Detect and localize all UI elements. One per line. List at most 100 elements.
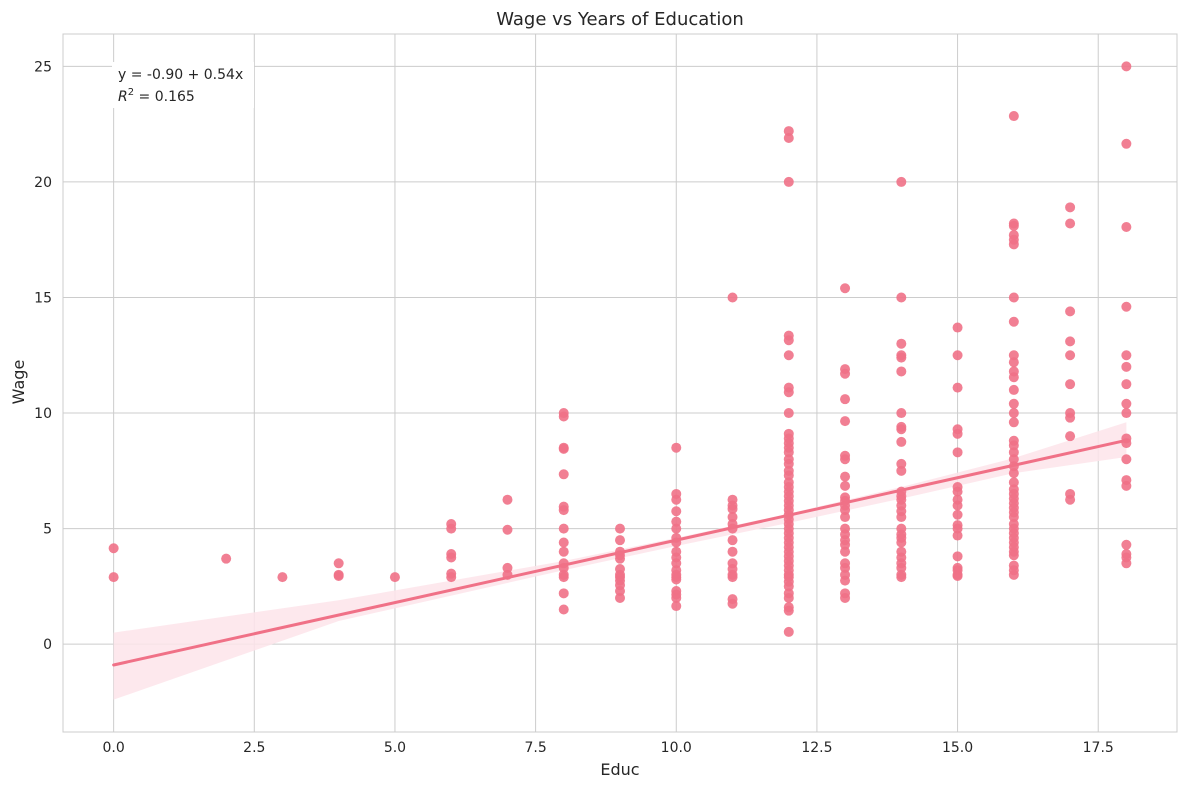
- data-point: [1008, 440, 1019, 451]
- data-point: [1008, 220, 1019, 231]
- data-point: [1008, 417, 1019, 428]
- data-point: [446, 523, 457, 534]
- data-point: [840, 592, 851, 603]
- data-point: [1121, 379, 1132, 390]
- data-point: [896, 537, 907, 548]
- data-point: [277, 572, 288, 583]
- y-axis-title: Wage: [9, 360, 28, 405]
- data-point: [1065, 218, 1076, 229]
- data-points-layer: [108, 61, 1132, 637]
- data-point: [783, 335, 794, 346]
- x-tick-label: 0.0: [103, 740, 125, 756]
- data-point: [840, 505, 851, 516]
- data-point: [446, 552, 457, 563]
- data-point: [1065, 431, 1076, 442]
- data-point: [1121, 558, 1132, 569]
- data-point: [1121, 350, 1132, 361]
- data-point: [896, 512, 907, 523]
- data-point: [783, 458, 794, 469]
- data-point: [783, 133, 794, 144]
- data-point: [1065, 350, 1076, 361]
- regression-line-layer: [112, 438, 1128, 667]
- data-point: [896, 424, 907, 435]
- data-point: [558, 469, 569, 480]
- data-point: [840, 283, 851, 294]
- data-point: [783, 470, 794, 481]
- data-point: [1008, 569, 1019, 580]
- data-point: [727, 572, 738, 583]
- data-point: [558, 505, 569, 516]
- data-point: [502, 494, 513, 505]
- regression-annotation: y = -0.90 + 0.54x R2 = 0.165: [112, 62, 254, 108]
- data-point: [783, 592, 794, 603]
- data-point: [952, 551, 963, 562]
- data-point: [1065, 306, 1076, 317]
- y-tick-label: 25: [34, 59, 52, 75]
- data-point: [896, 292, 907, 303]
- data-point: [615, 586, 625, 597]
- data-point: [1008, 111, 1019, 122]
- data-point: [783, 581, 794, 592]
- data-point: [952, 382, 963, 393]
- y-tick-label: 0: [43, 637, 52, 653]
- data-point: [671, 558, 682, 569]
- data-point: [1008, 372, 1019, 383]
- data-point: [333, 558, 344, 569]
- data-point: [1121, 454, 1132, 465]
- y-tick-label: 10: [34, 406, 52, 422]
- data-point: [1121, 61, 1132, 72]
- data-point: [558, 546, 569, 557]
- data-point: [558, 411, 569, 422]
- data-point: [1008, 550, 1019, 561]
- data-point: [1008, 512, 1019, 523]
- data-point: [783, 447, 794, 458]
- data-point: [1121, 138, 1132, 149]
- data-point: [558, 537, 569, 548]
- data-point: [671, 574, 682, 585]
- data-point: [1008, 447, 1019, 458]
- data-point: [221, 553, 232, 564]
- data-point: [1065, 494, 1076, 505]
- y-tick-label: 20: [34, 175, 52, 191]
- data-point: [671, 442, 682, 453]
- data-point: [952, 530, 963, 541]
- data-point: [1121, 301, 1132, 312]
- annotation-box: [112, 62, 254, 108]
- data-point: [896, 408, 907, 419]
- x-tick-label: 5.0: [384, 740, 406, 756]
- data-point: [840, 416, 851, 427]
- data-point: [1065, 379, 1076, 390]
- x-tick-label: 2.5: [243, 740, 265, 756]
- r-squared-value: = 0.165: [134, 89, 195, 105]
- data-point: [896, 458, 907, 469]
- x-tick-label: 17.5: [1083, 740, 1114, 756]
- data-point: [840, 368, 851, 379]
- data-point: [840, 480, 851, 491]
- data-point: [783, 387, 794, 398]
- data-point: [558, 443, 569, 454]
- data-point: [840, 394, 851, 405]
- data-point: [840, 575, 851, 586]
- data-point: [1008, 292, 1019, 303]
- data-point: [502, 524, 513, 535]
- data-point: [727, 503, 738, 514]
- data-point: [783, 408, 794, 419]
- data-point: [1008, 468, 1019, 479]
- data-point: [671, 601, 682, 612]
- r-squared-label: R2 = 0.165: [118, 87, 195, 105]
- data-point: [783, 350, 794, 361]
- data-point: [1065, 412, 1076, 423]
- data-point: [671, 523, 682, 534]
- data-point: [108, 543, 119, 554]
- data-point: [896, 176, 907, 187]
- y-tick-labels: 0 5 10 15 20 25: [34, 59, 52, 653]
- data-point: [952, 428, 963, 439]
- regression-equation: y = -0.90 + 0.54x: [118, 67, 243, 83]
- data-point: [727, 535, 738, 546]
- data-point: [615, 592, 625, 603]
- data-point: [671, 506, 682, 517]
- data-point: [896, 572, 907, 583]
- data-point: [1121, 539, 1132, 550]
- data-point: [840, 454, 851, 465]
